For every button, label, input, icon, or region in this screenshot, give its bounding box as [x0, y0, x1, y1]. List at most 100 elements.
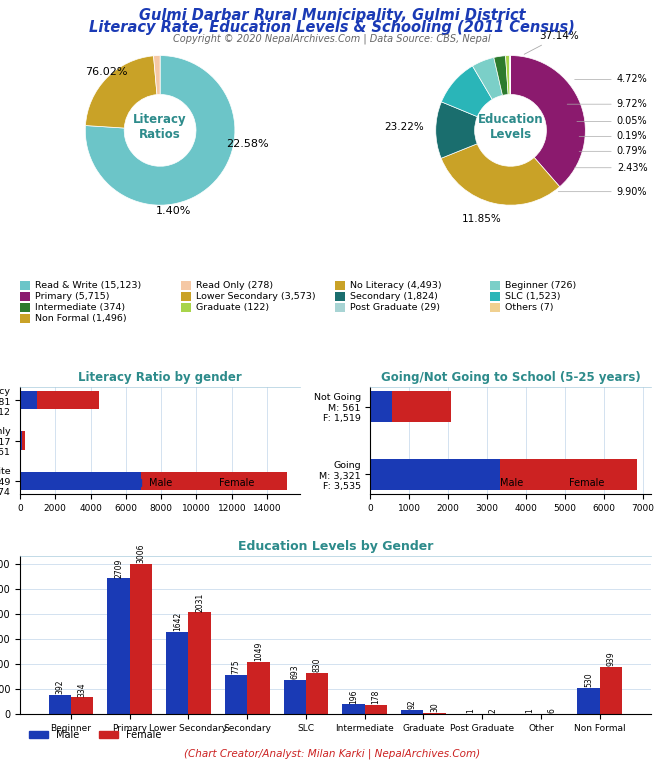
- Bar: [490, 281, 500, 290]
- Text: 775: 775: [232, 660, 240, 674]
- Bar: [181, 303, 191, 312]
- Text: 3006: 3006: [136, 543, 145, 563]
- Text: 0.05%: 0.05%: [577, 117, 647, 127]
- Title: Education Levels by Gender: Education Levels by Gender: [238, 541, 433, 554]
- Text: 2709: 2709: [114, 558, 123, 578]
- Bar: [365, 705, 387, 714]
- Bar: [600, 667, 622, 714]
- Text: 1049: 1049: [254, 641, 263, 660]
- Text: 939: 939: [606, 651, 616, 667]
- Bar: [108, 578, 129, 714]
- Wedge shape: [494, 56, 508, 95]
- Bar: [20, 303, 30, 312]
- Text: 4.72%: 4.72%: [574, 74, 647, 84]
- Text: Post Graduate (29): Post Graduate (29): [351, 303, 440, 312]
- Bar: [20, 472, 141, 489]
- Bar: [335, 303, 345, 312]
- Text: 830: 830: [313, 657, 321, 672]
- Text: 178: 178: [371, 690, 380, 704]
- Wedge shape: [442, 66, 492, 117]
- Bar: [20, 281, 30, 290]
- Text: 2: 2: [489, 709, 498, 713]
- Wedge shape: [85, 55, 235, 205]
- Text: Gulmi Darbar Rural Municipality, Gulmi District: Gulmi Darbar Rural Municipality, Gulmi D…: [139, 8, 525, 23]
- Text: Non Formal (1,496): Non Formal (1,496): [35, 314, 127, 323]
- Wedge shape: [441, 144, 560, 205]
- Text: 23.22%: 23.22%: [384, 121, 424, 131]
- Text: 76.02%: 76.02%: [85, 67, 127, 77]
- Text: 9.90%: 9.90%: [558, 187, 647, 197]
- Text: Beginner (726): Beginner (726): [505, 281, 576, 290]
- Text: 693: 693: [290, 664, 299, 679]
- Bar: [247, 662, 270, 714]
- Wedge shape: [153, 55, 160, 94]
- Bar: [500, 459, 637, 489]
- Wedge shape: [473, 58, 503, 99]
- Text: 392: 392: [55, 679, 64, 694]
- Text: 530: 530: [584, 672, 593, 687]
- Text: 0.19%: 0.19%: [579, 131, 647, 141]
- Bar: [284, 680, 306, 714]
- Text: 196: 196: [349, 689, 358, 703]
- Wedge shape: [436, 102, 477, 158]
- Bar: [20, 314, 30, 323]
- Bar: [335, 281, 345, 290]
- Bar: [490, 303, 500, 312]
- Text: Secondary (1,824): Secondary (1,824): [351, 292, 438, 301]
- Bar: [335, 292, 345, 301]
- Legend: Male, Female: Male, Female: [118, 474, 258, 492]
- Text: SLC (1,523): SLC (1,523): [505, 292, 560, 301]
- Title: Literacy Ratio by gender: Literacy Ratio by gender: [78, 371, 242, 384]
- Text: 11.85%: 11.85%: [462, 214, 502, 223]
- Text: 30: 30: [430, 702, 439, 712]
- Text: 6: 6: [548, 708, 556, 713]
- Text: (Chart Creator/Analyst: Milan Karki | NepalArchives.Com): (Chart Creator/Analyst: Milan Karki | Ne…: [184, 748, 480, 759]
- Text: Copyright © 2020 NepalArchives.Com | Data Source: CBS, Nepal: Copyright © 2020 NepalArchives.Com | Dat…: [173, 33, 491, 44]
- Bar: [141, 472, 287, 489]
- Text: 92: 92: [408, 699, 417, 709]
- Bar: [20, 392, 37, 409]
- Text: Others (7): Others (7): [505, 303, 554, 312]
- Wedge shape: [86, 56, 157, 128]
- Text: 2031: 2031: [195, 592, 204, 611]
- Bar: [306, 673, 328, 714]
- Bar: [48, 694, 71, 714]
- Bar: [371, 459, 500, 489]
- Text: 2.43%: 2.43%: [574, 163, 647, 173]
- Text: 334: 334: [78, 682, 86, 697]
- Text: Literacy
Ratios: Literacy Ratios: [133, 113, 187, 141]
- Bar: [343, 704, 365, 714]
- Text: 1642: 1642: [173, 612, 182, 631]
- Text: No Literacy (4,493): No Literacy (4,493): [351, 281, 442, 290]
- Text: Education
Levels: Education Levels: [477, 113, 543, 141]
- Legend: Male, Female: Male, Female: [468, 474, 609, 492]
- Text: Read Only (278): Read Only (278): [196, 281, 273, 290]
- Bar: [189, 612, 210, 714]
- Text: Graduate (122): Graduate (122): [196, 303, 269, 312]
- Text: Read & Write (15,123): Read & Write (15,123): [35, 281, 141, 290]
- Text: 1: 1: [467, 709, 475, 713]
- Wedge shape: [505, 55, 510, 94]
- Wedge shape: [509, 55, 511, 94]
- Bar: [129, 564, 152, 714]
- Bar: [20, 292, 30, 301]
- Bar: [22, 432, 25, 449]
- Bar: [181, 292, 191, 301]
- Text: Primary (5,715): Primary (5,715): [35, 292, 110, 301]
- Text: 0.79%: 0.79%: [579, 146, 647, 157]
- Text: 22.58%: 22.58%: [226, 139, 268, 149]
- Bar: [37, 392, 99, 409]
- Text: Literacy Rate, Education Levels & Schooling (2011 Census): Literacy Rate, Education Levels & School…: [89, 20, 575, 35]
- Bar: [578, 687, 600, 714]
- Bar: [166, 632, 189, 714]
- Text: 1.40%: 1.40%: [156, 206, 191, 216]
- Bar: [225, 675, 247, 714]
- Bar: [71, 697, 93, 714]
- Text: 37.14%: 37.14%: [524, 31, 579, 55]
- Bar: [181, 281, 191, 290]
- Bar: [20, 432, 22, 449]
- Legend: Male, Female: Male, Female: [25, 727, 165, 744]
- Text: 9.72%: 9.72%: [567, 99, 647, 109]
- Text: 1: 1: [525, 709, 535, 713]
- Bar: [401, 710, 424, 714]
